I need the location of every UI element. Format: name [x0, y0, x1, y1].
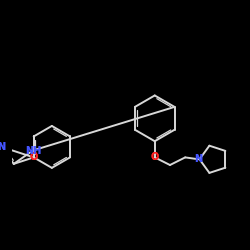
Text: O: O: [30, 152, 38, 162]
Text: O: O: [150, 152, 159, 162]
Text: O: O: [150, 152, 159, 162]
Text: NH: NH: [25, 146, 41, 156]
Text: O: O: [30, 152, 38, 162]
Text: N: N: [194, 154, 202, 164]
Text: N: N: [194, 154, 202, 164]
Text: N: N: [0, 142, 6, 152]
Text: N: N: [0, 142, 6, 152]
Text: NH: NH: [25, 146, 41, 156]
